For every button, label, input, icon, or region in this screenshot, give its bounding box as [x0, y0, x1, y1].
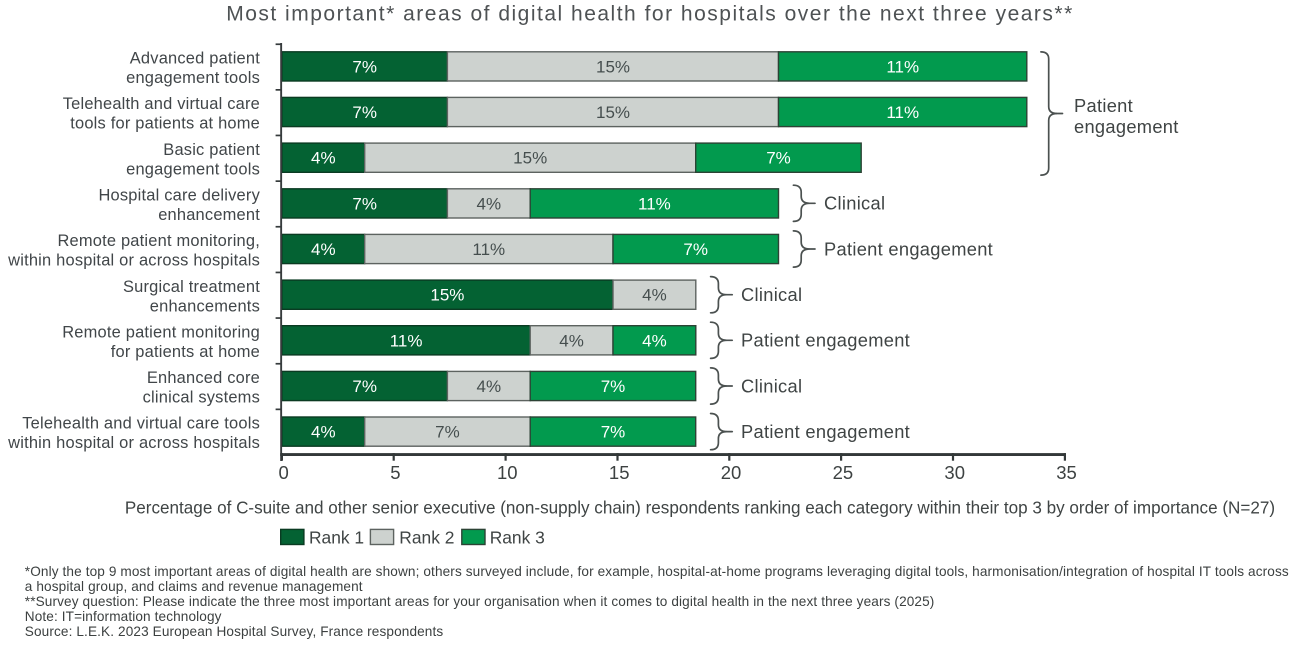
svg-text:5: 5: [390, 462, 400, 483]
svg-text:7%: 7%: [352, 377, 377, 396]
svg-text:Source: L.E.K. 2023 European H: Source: L.E.K. 2023 European Hospital Su…: [25, 624, 444, 639]
svg-text:11%: 11%: [390, 331, 423, 350]
svg-text:Patient engagement: Patient engagement: [824, 238, 993, 259]
svg-text:7%: 7%: [352, 57, 377, 76]
svg-text:Telehealth and virtual care: Telehealth and virtual care: [63, 95, 260, 113]
svg-text:Clinical: Clinical: [824, 193, 885, 214]
svg-text:11%: 11%: [638, 194, 671, 213]
svg-text:4%: 4%: [477, 194, 502, 213]
svg-text:Remote patient monitoring,: Remote patient monitoring,: [57, 232, 260, 250]
svg-text:Enhanced core: Enhanced core: [147, 369, 260, 387]
svg-text:15: 15: [609, 462, 630, 483]
svg-text:**Survey question: Please indi: **Survey question: Please indicate the t…: [25, 594, 935, 609]
svg-text:7%: 7%: [683, 240, 708, 259]
svg-text:4%: 4%: [477, 377, 502, 396]
svg-text:Basic patient: Basic patient: [163, 141, 260, 159]
svg-text:engagement: engagement: [1074, 116, 1179, 137]
svg-text:Telehealth and virtual care to: Telehealth and virtual care tools: [22, 415, 260, 433]
svg-text:4%: 4%: [311, 423, 336, 442]
svg-text:Patient engagement: Patient engagement: [741, 421, 910, 442]
svg-text:7%: 7%: [601, 423, 626, 442]
svg-text:clinical systems: clinical systems: [143, 389, 260, 407]
svg-text:Hospital care delivery: Hospital care delivery: [98, 186, 260, 204]
svg-text:4%: 4%: [311, 149, 336, 168]
svg-text:enhancements: enhancements: [150, 297, 260, 315]
svg-text:Percentage of C-suite and othe: Percentage of C-suite and other senior e…: [125, 499, 1275, 518]
svg-text:Note: IT=information technolog: Note: IT=information technology: [25, 609, 222, 624]
svg-text:Clinical: Clinical: [741, 375, 802, 396]
svg-text:0: 0: [278, 462, 288, 483]
svg-text:Rank 3: Rank 3: [490, 528, 545, 548]
svg-text:engagement tools: engagement tools: [126, 69, 260, 87]
svg-text:25: 25: [833, 462, 854, 483]
svg-text:7%: 7%: [435, 423, 460, 442]
svg-text:15%: 15%: [596, 103, 630, 122]
svg-text:Rank 1: Rank 1: [309, 528, 364, 548]
svg-text:7%: 7%: [601, 377, 626, 396]
svg-text:4%: 4%: [642, 286, 667, 305]
svg-text:*Only the top 9 most important: *Only the top 9 most important areas of …: [25, 564, 1289, 579]
svg-text:20: 20: [721, 462, 742, 483]
svg-text:Remote patient monitoring: Remote patient monitoring: [62, 323, 260, 341]
svg-text:Clinical: Clinical: [741, 284, 802, 305]
svg-text:4%: 4%: [642, 331, 667, 350]
svg-text:7%: 7%: [352, 103, 377, 122]
svg-text:30: 30: [944, 462, 965, 483]
svg-text:a hospital group, and claims a: a hospital group, and claims and revenue…: [25, 579, 363, 594]
svg-text:11%: 11%: [886, 57, 919, 76]
svg-text:Patient engagement: Patient engagement: [741, 330, 910, 351]
svg-text:15%: 15%: [513, 149, 547, 168]
svg-text:engagement tools: engagement tools: [126, 160, 260, 178]
svg-text:35: 35: [1056, 462, 1077, 483]
svg-text:within hospital or across hosp: within hospital or across hospitals: [7, 252, 260, 270]
svg-text:Rank 2: Rank 2: [399, 528, 454, 548]
svg-text:Patient: Patient: [1074, 95, 1133, 116]
svg-text:Most important* areas of digit: Most important* areas of digital health …: [226, 2, 1074, 25]
svg-text:15%: 15%: [430, 286, 464, 305]
svg-text:15%: 15%: [596, 57, 630, 76]
svg-text:7%: 7%: [766, 149, 791, 168]
svg-text:for patients at home: for patients at home: [111, 343, 260, 361]
svg-text:4%: 4%: [559, 331, 584, 350]
svg-text:tools for patients at home: tools for patients at home: [70, 115, 260, 133]
svg-text:7%: 7%: [352, 194, 377, 213]
svg-text:enhancement: enhancement: [158, 206, 260, 224]
svg-text:4%: 4%: [311, 240, 336, 259]
svg-text:Advanced patient: Advanced patient: [130, 50, 260, 68]
svg-text:Surgical treatment: Surgical treatment: [123, 278, 260, 296]
svg-text:11%: 11%: [886, 103, 919, 122]
svg-text:within hospital or across hosp: within hospital or across hospitals: [7, 434, 260, 452]
svg-text:10: 10: [497, 462, 518, 483]
svg-text:11%: 11%: [472, 240, 505, 259]
